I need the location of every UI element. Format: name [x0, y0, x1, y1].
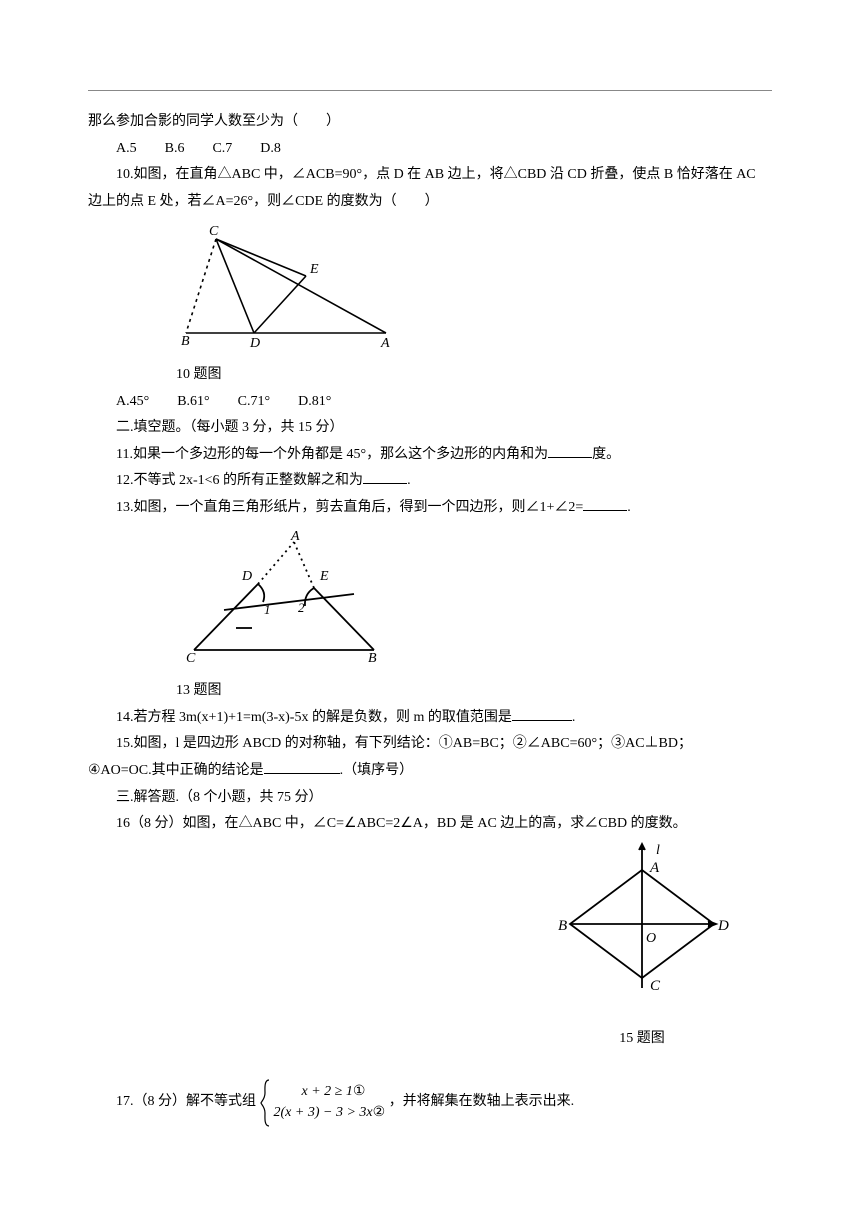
rhombus-icon: A B C D O l	[552, 842, 732, 1012]
svg-text:2: 2	[298, 600, 305, 615]
svg-text:D: D	[717, 918, 729, 934]
svg-text:l: l	[656, 843, 660, 858]
q13-caption: 13 题图	[176, 678, 772, 705]
q13-figure: A B C D E 1 2 13 题图	[176, 528, 772, 705]
svg-text:A: A	[649, 860, 660, 876]
q10-figure: B D A C E 10 题图	[176, 221, 772, 388]
q10-options: A.45° B.61° C.71° D.81°	[88, 389, 772, 416]
equation-system: x + 2 ≥ 1① 2(x + 3) − 3 > 3x②	[260, 1081, 386, 1123]
cut-triangle-icon: A B C D E 1 2	[176, 528, 406, 668]
svg-text:C: C	[650, 978, 661, 994]
q14: 14.若方程 3m(x+1)+1=m(3-x)-5x 的解是负数，则 m 的取值…	[88, 705, 772, 732]
header-rule	[88, 90, 772, 91]
svg-text:C: C	[209, 224, 219, 239]
svg-text:C: C	[186, 651, 196, 666]
q17: 17.（8 分）解不等式组 x + 2 ≥ 1① 2(x + 3) − 3 > …	[88, 1081, 772, 1123]
blank	[512, 706, 572, 721]
q17-prefix: 17.（8 分）解不等式组	[116, 1094, 256, 1109]
sys-row2: 2(x + 3) − 3 > 3x②	[274, 1105, 386, 1120]
blank	[363, 469, 407, 484]
triangle-fold-icon: B D A C E	[176, 221, 396, 351]
svg-text:A: A	[290, 529, 300, 544]
left-brace-icon	[260, 1079, 270, 1127]
q16: 16（8 分）如图，在△ABC 中，∠C=∠ABC=2∠A，BD 是 AC 边上…	[88, 811, 772, 838]
q10-stem: 10.如图，在直角△ABC 中，∠ACB=90°，点 D 在 AB 边上，将△C…	[88, 162, 772, 215]
q12: 12.不等式 2x-1<6 的所有正整数解之和为.	[88, 468, 772, 495]
blank	[548, 443, 592, 458]
q10-caption: 10 题图	[176, 362, 772, 389]
svg-text:1: 1	[264, 602, 271, 617]
page-root: 那么参加合影的同学人数至少为（ ） A.5 B.6 C.7 D.8 10.如图，…	[0, 0, 860, 1216]
svg-text:B: B	[368, 651, 377, 666]
q9-options: A.5 B.6 C.7 D.8	[88, 136, 772, 163]
q17-suffix: ，并将解集在数轴上表示出来.	[389, 1094, 575, 1109]
svg-text:D: D	[249, 336, 260, 351]
section2-title: 二.填空题。（每小题 3 分，共 15 分）	[88, 415, 772, 442]
blank	[264, 759, 340, 774]
svg-text:O: O	[646, 931, 656, 946]
svg-text:B: B	[558, 918, 567, 934]
q15-figure: A B C D O l 15 题图	[552, 842, 732, 1053]
svg-text:A: A	[380, 336, 390, 351]
svg-text:E: E	[319, 569, 329, 584]
q13-text: 13.如图，一个直角三角形纸片，剪去直角后，得到一个四边形，则∠1+∠2=.	[88, 495, 772, 522]
q11: 11.如果一个多边形的每一个外角都是 45°，那么这个多边形的内角和为度。	[88, 442, 772, 469]
svg-text:E: E	[309, 262, 319, 277]
blank	[583, 496, 627, 511]
svg-text:D: D	[241, 569, 252, 584]
section3-title: 三.解答题.（8 个小题，共 75 分）	[88, 785, 772, 812]
sys-row1: x + 2 ≥ 1①	[302, 1084, 366, 1099]
q15-line1: 15.如图，l 是四边形 ABCD 的对称轴，有下列结论：①AB=BC；②∠AB…	[88, 731, 772, 758]
q9-tail-line: 那么参加合影的同学人数至少为（ ）	[88, 109, 772, 136]
svg-text:B: B	[181, 334, 190, 349]
q15-caption: 15 题图	[552, 1026, 732, 1053]
q15-line2: ④AO=OC.其中正确的结论是.（填序号）	[88, 758, 772, 785]
